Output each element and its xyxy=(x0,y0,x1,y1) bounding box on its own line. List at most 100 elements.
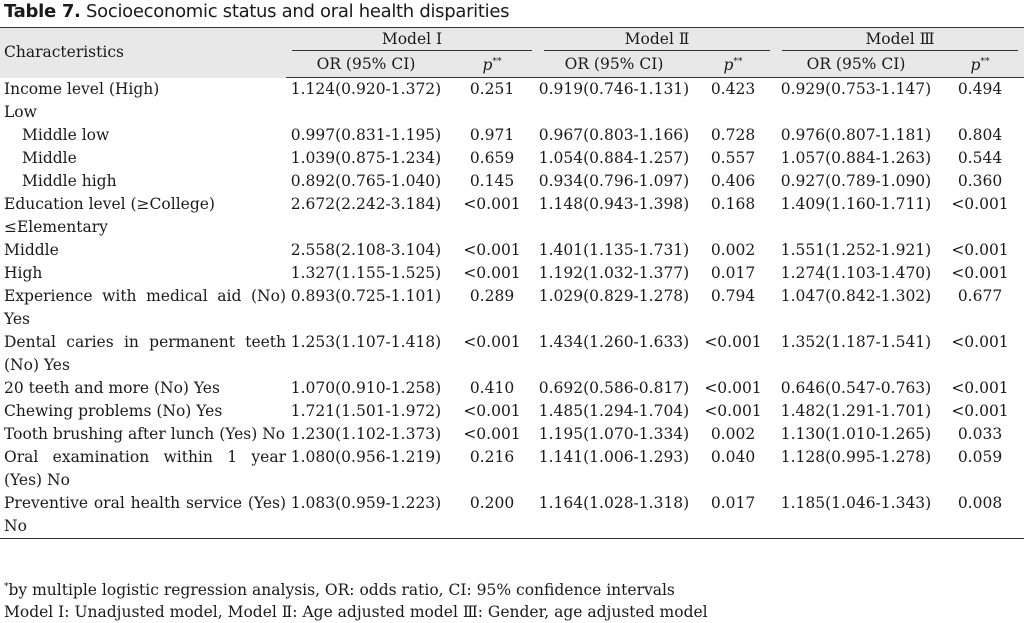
or-header: OR (95% CI) xyxy=(776,51,936,79)
or-cell: 1.485(1.294-1.704) xyxy=(538,402,690,421)
or-cell xyxy=(776,101,936,124)
or-cell: 1.352(1.187-1.541) xyxy=(780,333,932,352)
or-cell: 1.401(1.135-1.731) xyxy=(538,241,690,260)
table-row: Middle high 0.892(0.765-1.040) 0.145 0.934(… xyxy=(0,170,1024,193)
or-cell: 1.128(0.995-1.278) xyxy=(780,448,932,467)
p-value-cell: 0.017 xyxy=(710,264,756,283)
p-value-cell: <0.001 xyxy=(951,379,1009,398)
p-value-cell: <0.001 xyxy=(704,379,762,398)
or-cell: 1.195(1.070-1.334) xyxy=(538,425,690,444)
or-cell: 1.409(1.160-1.711) xyxy=(780,195,932,214)
p-value-cell: 0.406 xyxy=(710,172,756,191)
p-value-cell: 0.557 xyxy=(710,149,756,168)
or-cell: 1.070(0.910-1.258) xyxy=(290,379,442,398)
p-value-cell: 0.008 xyxy=(936,492,1024,540)
or-cell: 1.083(0.959-1.223) xyxy=(286,492,446,540)
p-value-cell: 0.216 xyxy=(469,448,515,467)
p-value-cell: <0.001 xyxy=(463,241,521,260)
p-value-cell: <0.001 xyxy=(951,264,1009,283)
footnote-2: Model Ⅰ: Unadjusted model, Model Ⅱ: Age … xyxy=(4,603,708,622)
or-cell: 1.057(0.884-1.263) xyxy=(780,149,932,168)
p-value-cell: 0.033 xyxy=(957,425,1003,444)
or-cell: 0.919(0.746-1.131) xyxy=(538,80,690,99)
row-label: Dental caries in permanent teeth (No) Ye… xyxy=(4,333,286,375)
p-value-cell: <0.001 xyxy=(463,333,521,352)
p-value-cell: 0.251 xyxy=(469,80,515,99)
or-cell: 1.230(1.102-1.373) xyxy=(290,425,442,444)
p-value-cell: 0.804 xyxy=(957,126,1003,145)
row-label: Low xyxy=(4,103,37,122)
table-row: Preventive oral health service (Yes) No 1… xyxy=(0,492,1024,540)
table-row: 20 teeth and more (No) Yes 1.070(0.910-1.… xyxy=(0,377,1024,400)
table-caption: Socioeconomic status and oral health dis… xyxy=(80,1,510,22)
row-label: ≤Elementary xyxy=(4,218,108,237)
p-value-cell: 0.677 xyxy=(957,287,1003,306)
row-label: Middle low xyxy=(22,126,110,145)
or-cell: 0.997(0.831-1.195) xyxy=(290,126,442,145)
table-row: High 1.327(1.155-1.525) <0.001 1.192(1.032-… xyxy=(0,262,1024,285)
or-cell: 1.130(1.010-1.265) xyxy=(780,425,932,444)
table-notes: *by multiple logistic regression analysi… xyxy=(4,576,708,623)
or-cell: 1.185(1.046-1.343) xyxy=(776,492,936,540)
row-label: Chewing problems (No) Yes xyxy=(4,402,223,421)
or-cell: 1.253(1.107-1.418) xyxy=(290,333,442,352)
model-1-header: Model Ⅰ xyxy=(286,27,538,51)
p-value-cell: <0.001 xyxy=(704,333,762,352)
table-row: Oral examination within 1 year (Yes) No 1… xyxy=(0,446,1024,492)
or-cell: 1.434(1.260-1.633) xyxy=(538,333,690,352)
or-cell: 1.029(0.829-1.278) xyxy=(538,287,690,306)
p-value-cell xyxy=(936,216,1024,239)
p-value-cell xyxy=(936,101,1024,124)
or-cell xyxy=(286,101,446,124)
p-value-cell: 0.002 xyxy=(710,425,756,444)
table-row: Middle low 0.997(0.831-1.195) 0.971 0.967(0… xyxy=(0,124,1024,147)
p-value-cell: <0.001 xyxy=(704,402,762,421)
p-value-cell: <0.001 xyxy=(951,195,1009,214)
p-value-cell: <0.001 xyxy=(463,264,521,283)
p-value-cell: <0.001 xyxy=(951,333,1009,352)
table-row: Income level (High) 1.124(0.920-1.372) 0.2… xyxy=(0,78,1024,102)
or-cell: 1.039(0.875-1.234) xyxy=(290,149,442,168)
row-label: Middle xyxy=(22,149,77,168)
p-value-cell: 0.145 xyxy=(469,172,515,191)
or-cell xyxy=(286,216,446,239)
row-label: Oral examination within 1 year (Yes) No xyxy=(4,448,286,490)
table-header: Characteristics Model Ⅰ Model Ⅱ Model Ⅲ … xyxy=(0,26,1024,79)
table-row: Dental caries in permanent teeth (No) Ye… xyxy=(0,331,1024,377)
or-cell: 1.080(0.956-1.219) xyxy=(290,448,442,467)
p-value-cell: 0.659 xyxy=(469,149,515,168)
p-value-cell: 0.494 xyxy=(957,80,1003,99)
or-cell: 0.646(0.547-0.763) xyxy=(780,379,932,398)
model-2-header: Model Ⅱ xyxy=(538,27,776,51)
row-label: 20 teeth and more (No) Yes xyxy=(4,379,220,398)
table-row: ≤Elementary xyxy=(0,216,1024,239)
or-cell: 1.141(1.006-1.293) xyxy=(538,448,690,467)
or-header: OR (95% CI) xyxy=(538,51,690,79)
or-cell: 0.976(0.807-1.181) xyxy=(780,126,932,145)
p-value-cell: <0.001 xyxy=(951,402,1009,421)
p-value-cell: <0.001 xyxy=(951,241,1009,260)
p-value-cell: <0.001 xyxy=(463,425,521,444)
p-value-cell: 0.017 xyxy=(690,492,776,540)
or-cell: 1.482(1.291-1.701) xyxy=(780,402,932,421)
row-label: Experience with medical aid (No) Yes xyxy=(4,287,286,329)
p-value-cell: 0.544 xyxy=(957,149,1003,168)
p-value-cell: <0.001 xyxy=(463,402,521,421)
model-3-header: Model Ⅲ xyxy=(776,27,1024,51)
row-label: Income level (High) xyxy=(4,79,160,98)
or-cell: 2.558(2.108-3.104) xyxy=(290,241,442,260)
p-value-cell: 0.360 xyxy=(957,172,1003,191)
or-cell: 1.192(1.032-1.377) xyxy=(538,264,690,283)
table-title: Table 7. Socioeconomic status and oral h… xyxy=(4,1,510,22)
p-value-cell xyxy=(690,216,776,239)
row-label: High xyxy=(4,264,43,283)
or-cell: 0.927(0.789-1.090) xyxy=(780,172,932,191)
row-label: Middle high xyxy=(22,172,117,191)
or-cell: 1.148(0.943-1.398) xyxy=(538,195,690,214)
p-value-cell: 0.168 xyxy=(710,195,756,214)
or-header: OR (95% CI) xyxy=(286,51,446,79)
or-cell xyxy=(538,216,690,239)
or-cell: 0.934(0.796-1.097) xyxy=(538,172,690,191)
table-row: Middle 1.039(0.875-1.234) 0.659 1.054(0.884… xyxy=(0,147,1024,170)
table-row: Low xyxy=(0,101,1024,124)
